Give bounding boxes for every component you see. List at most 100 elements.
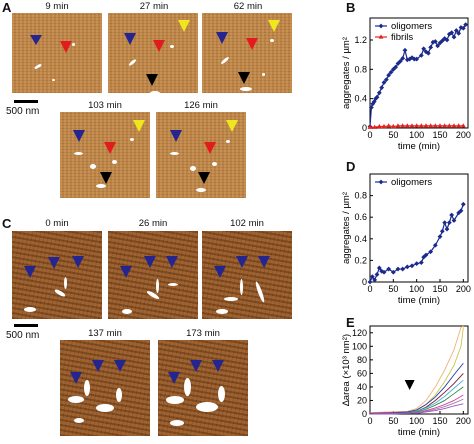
data-point xyxy=(400,266,406,272)
arrowhead-yellow-icon xyxy=(268,20,280,32)
data-point xyxy=(446,220,452,225)
y-tick-label: 0 xyxy=(362,277,367,287)
data-point xyxy=(390,269,396,275)
x-tick-label: 200 xyxy=(456,284,471,294)
data-point xyxy=(402,47,408,53)
data-point xyxy=(428,249,434,255)
legend-label: fibrils xyxy=(391,32,413,43)
x-tick-label: 150 xyxy=(432,416,447,426)
arrowhead-red-icon xyxy=(204,142,216,154)
data-point xyxy=(449,212,455,218)
panel-letter-c: C xyxy=(2,216,12,231)
arrowhead-annotation-icon xyxy=(404,380,415,390)
data-point xyxy=(373,96,378,102)
y-tick-label: 0 xyxy=(362,123,367,133)
data-point xyxy=(460,201,466,207)
arrowhead-blue-icon xyxy=(258,256,270,268)
panel-letter-b: B xyxy=(346,0,356,15)
afm-image-c-137min xyxy=(60,340,150,436)
arrowhead-blue-icon xyxy=(114,360,126,372)
panel-a-time-3: 62 min xyxy=(233,1,263,12)
y-tick-label: 0.6 xyxy=(354,212,367,222)
y-tick-label: 60 xyxy=(357,368,367,378)
panel-letter-e: E xyxy=(346,315,355,330)
data-point xyxy=(409,123,415,128)
x-tick-label: 200 xyxy=(456,416,471,426)
arrowhead-black-icon xyxy=(100,172,112,184)
y-tick-label: 80 xyxy=(357,355,367,365)
chart-b: 0 50 100 150 200 0 0.4 0.8 1.2 time (min) aggregat… xyxy=(341,17,471,152)
data-point xyxy=(390,66,396,72)
arrowhead-blue-icon xyxy=(214,266,226,278)
data-point xyxy=(460,25,466,31)
arrowhead-red-icon xyxy=(153,40,165,52)
series-line xyxy=(369,362,464,414)
data-point xyxy=(400,55,406,61)
panel-c-time-4: 137 min xyxy=(88,328,122,339)
arrowhead-blue-icon xyxy=(70,372,82,384)
data-point xyxy=(369,105,374,110)
scale-bar-a xyxy=(14,100,38,103)
y-tick-label: 0.4 xyxy=(354,234,367,244)
data-point xyxy=(367,124,373,129)
x-tick-label: 0 xyxy=(367,416,372,426)
data-point xyxy=(386,266,392,272)
arrowhead-blue-icon xyxy=(92,360,104,372)
data-point xyxy=(437,123,443,128)
legend-label: oligomers xyxy=(391,21,432,32)
arrowhead-blue-icon xyxy=(170,130,182,142)
chart-d: 0 50 100 150 200 0 0.2 0.4 0.6 0.8 time (min) aggre… xyxy=(341,173,471,306)
panel-letter-a: A xyxy=(2,0,12,15)
data-point xyxy=(442,220,448,225)
data-point xyxy=(432,39,438,44)
y-tick-label: 100 xyxy=(352,341,367,351)
legend-marker xyxy=(378,23,384,29)
data-point xyxy=(435,43,441,49)
x-tick-label: 50 xyxy=(388,416,398,426)
series-line xyxy=(369,327,464,414)
y-tick-label: 120 xyxy=(352,328,367,338)
data-point xyxy=(432,242,438,248)
panel-c-time-5: 173 min xyxy=(186,328,220,339)
legend-marker xyxy=(378,179,384,185)
y-tick-label: 20 xyxy=(357,395,367,405)
data-point xyxy=(379,85,385,91)
arrowhead-blue-icon xyxy=(236,256,248,268)
series-line xyxy=(369,24,467,127)
data-point xyxy=(439,228,445,234)
data-point xyxy=(372,277,378,283)
arrowhead-blue-icon xyxy=(24,266,36,278)
arrowhead-black-icon xyxy=(146,74,158,86)
data-point xyxy=(404,57,410,63)
x-tick-label: 150 xyxy=(432,284,447,294)
arrowhead-blue-icon xyxy=(72,256,84,268)
arrowhead-yellow-icon xyxy=(226,120,238,132)
data-point xyxy=(390,123,396,129)
legend-label: oligomers xyxy=(391,177,432,188)
data-point xyxy=(414,123,420,128)
data-point xyxy=(460,123,466,128)
data-point xyxy=(428,44,434,50)
y-tick-label: 0.8 xyxy=(354,191,367,201)
data-point xyxy=(370,101,376,107)
panel-c-time-3: 102 min xyxy=(230,218,264,229)
data-point xyxy=(444,226,450,232)
x-axis-label: time (min) xyxy=(398,141,440,152)
x-tick-label: 100 xyxy=(409,130,424,140)
data-point xyxy=(393,64,399,70)
arrowhead-blue-icon xyxy=(166,256,178,268)
panel-c-time-2: 26 min xyxy=(138,218,168,229)
data-point xyxy=(453,28,459,33)
arrowhead-blue-icon xyxy=(190,360,202,372)
x-tick-label: 150 xyxy=(432,130,447,140)
data-point xyxy=(397,58,403,64)
data-point xyxy=(439,38,445,44)
y-axis-label: aggregates / µm² xyxy=(341,192,352,264)
y-axis-label: aggregates / µm² xyxy=(341,37,352,109)
data-point xyxy=(381,269,387,275)
data-point xyxy=(374,272,380,277)
data-point xyxy=(414,261,420,267)
series-line xyxy=(369,325,464,414)
panel-a-time-1: 9 min xyxy=(45,1,69,12)
y-tick-label: 0.2 xyxy=(354,255,367,265)
